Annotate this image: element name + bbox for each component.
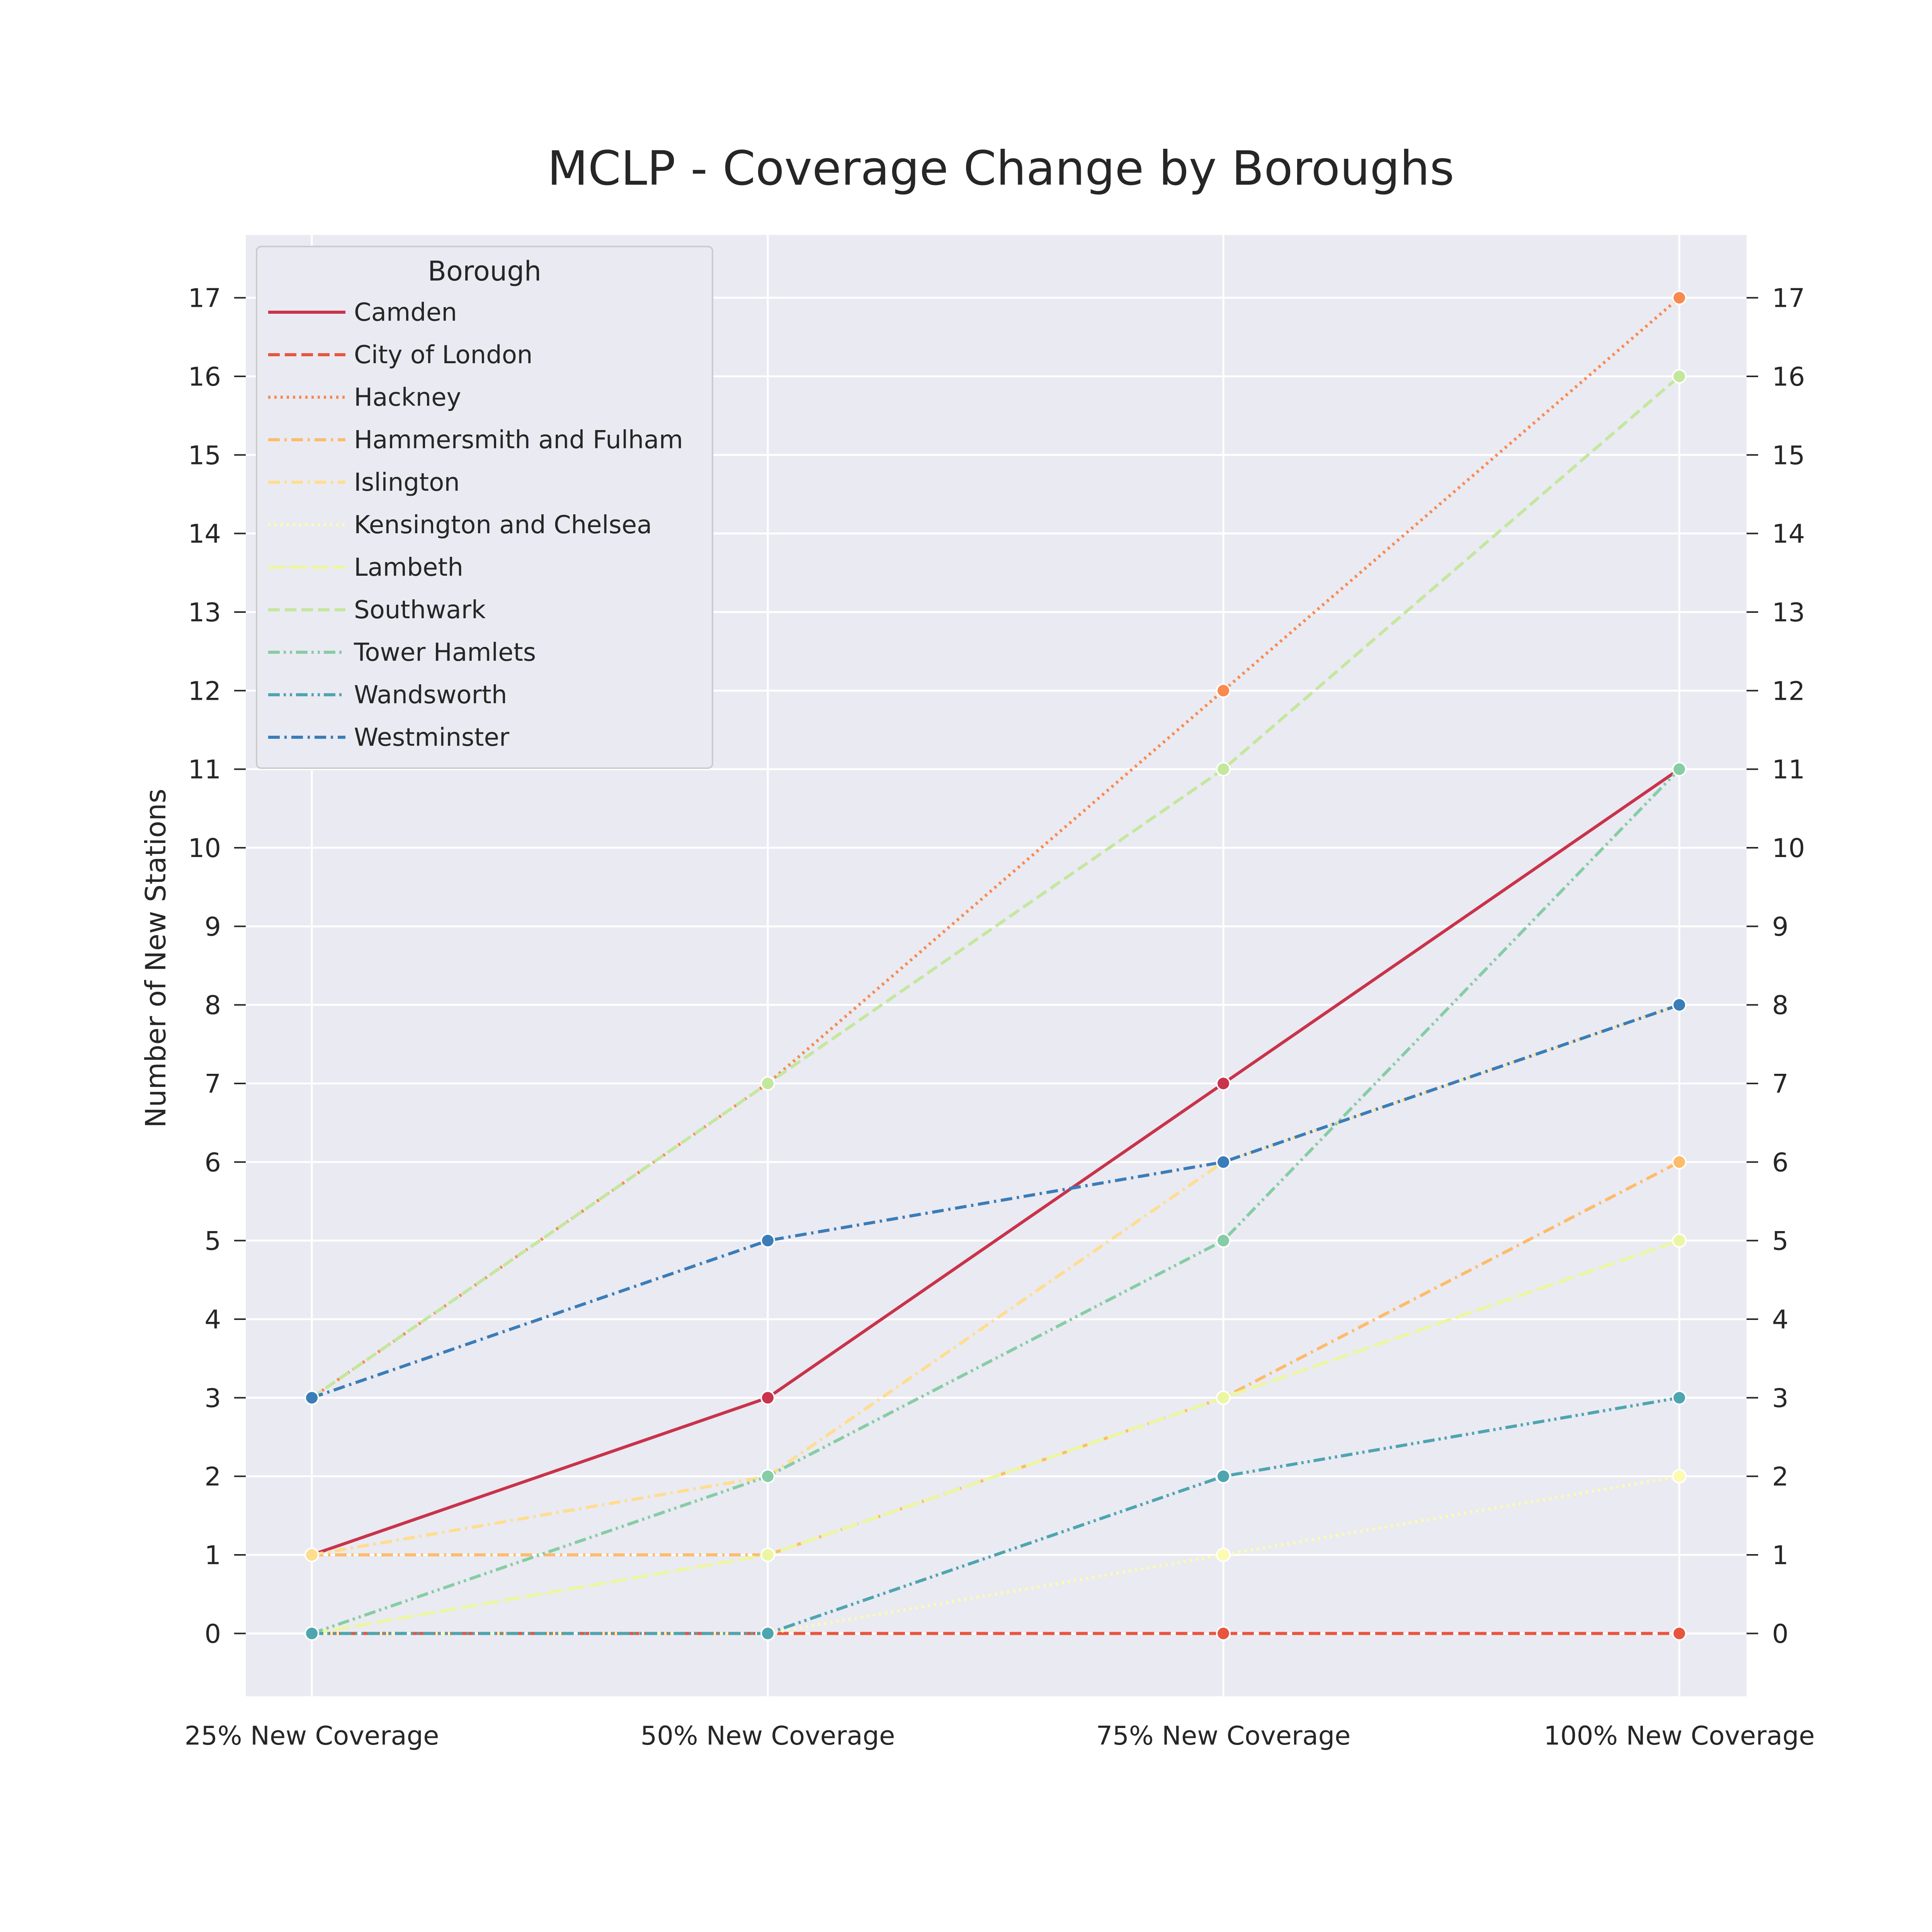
- y-tick-label-right-8: 8: [1772, 990, 1789, 1020]
- series-line-5: [312, 1475, 1680, 1635]
- legend-label-5: Kensington and Chelsea: [354, 511, 652, 539]
- marker-10-0: [304, 1390, 319, 1405]
- y-tick-label-right-6: 6: [1772, 1147, 1789, 1177]
- y-tick-label-left-10: 10: [188, 833, 221, 863]
- legend-title: Borough: [428, 255, 541, 287]
- series-markers: [304, 290, 1687, 1641]
- y-tick-label-right-2: 2: [1772, 1462, 1789, 1492]
- marker-6-2: [1216, 1390, 1231, 1405]
- marker-8-2: [1216, 1233, 1231, 1248]
- marker-9-3: [1672, 1390, 1687, 1405]
- series-line-6: [311, 1239, 1680, 1635]
- y-tick-label-right-17: 17: [1772, 283, 1805, 313]
- marker-7-3: [1672, 369, 1687, 384]
- marker-7-1: [760, 1076, 775, 1091]
- legend-label-7: Southwark: [354, 596, 486, 624]
- y-tick-label-left-17: 17: [188, 283, 221, 313]
- legend-label-10: Westminster: [354, 723, 510, 752]
- marker-0-2: [1216, 1076, 1231, 1091]
- legend-label-2: Hackney: [354, 383, 461, 412]
- marker-9-0: [304, 1626, 319, 1641]
- y-tick-label-left-8: 8: [204, 990, 221, 1020]
- marker-7-2: [1216, 762, 1231, 777]
- y-tick-label-right-0: 0: [1772, 1619, 1789, 1649]
- marker-5-3: [1672, 1469, 1687, 1484]
- y-tick-label-right-9: 9: [1772, 912, 1789, 942]
- y-tick-label-right-12: 12: [1772, 676, 1805, 706]
- legend-label-0: Camden: [354, 298, 457, 327]
- y-tick-label-left-0: 0: [204, 1619, 221, 1649]
- marker-10-2: [1216, 1155, 1231, 1170]
- marker-3-3: [1672, 1155, 1687, 1170]
- y-tick-label-right-15: 15: [1772, 440, 1805, 470]
- y-axis-label: Number of New Stations: [139, 789, 172, 1128]
- chart-title: MCLP - Coverage Change by Boroughs: [547, 141, 1454, 196]
- series-line-0: [311, 768, 1680, 1556]
- y-tick-label-left-11: 11: [188, 755, 221, 785]
- x-tick-label-1: 50% New Coverage: [641, 1721, 895, 1751]
- y-tick-label-right-16: 16: [1772, 362, 1805, 392]
- x-tick-label-2: 75% New Coverage: [1096, 1721, 1351, 1751]
- legend-box: [256, 246, 713, 769]
- marker-6-1: [760, 1548, 775, 1562]
- legend-label-3: Hammersmith and Fulham: [354, 426, 683, 454]
- x-tick-label-3: 100% New Coverage: [1544, 1721, 1815, 1751]
- y-tick-label-right-1: 1: [1772, 1540, 1789, 1570]
- series-line-2: [311, 296, 1680, 1399]
- series-line-9: [312, 1396, 1680, 1635]
- legend-label-9: Wandsworth: [354, 681, 507, 709]
- marker-1-2: [1216, 1626, 1231, 1641]
- y-tick-label-left-16: 16: [188, 362, 221, 392]
- marker-1-3: [1672, 1626, 1687, 1641]
- series-line-7: [311, 375, 1680, 1399]
- marker-8-3: [1672, 762, 1687, 777]
- marker-2-2: [1216, 683, 1231, 698]
- marker-6-3: [1672, 1233, 1687, 1248]
- y-tick-label-right-14: 14: [1772, 519, 1805, 549]
- y-tick-label-left-13: 13: [188, 597, 221, 628]
- y-tick-label-right-13: 13: [1772, 597, 1805, 628]
- y-tick-label-left-4: 4: [204, 1304, 221, 1335]
- legend: Borough Camden City of London Hackney Hammer…: [256, 246, 713, 769]
- y-tick-label-left-9: 9: [204, 912, 221, 942]
- y-tick-label-right-5: 5: [1772, 1226, 1789, 1256]
- marker-8-1: [760, 1469, 775, 1484]
- y-tick-label-right-10: 10: [1772, 833, 1805, 863]
- y-tick-label-left-12: 12: [188, 676, 221, 706]
- y-tick-label-left-3: 3: [204, 1383, 221, 1413]
- legend-label-4: Islington: [354, 468, 460, 497]
- y-tick-label-left-15: 15: [188, 440, 221, 470]
- y-tick-label-left-7: 7: [204, 1069, 221, 1099]
- legend-label-6: Lambeth: [354, 553, 463, 582]
- marker-10-1: [760, 1233, 775, 1248]
- marker-2-3: [1672, 290, 1687, 305]
- y-tick-label-left-5: 5: [204, 1226, 221, 1256]
- y-tick-label-right-11: 11: [1772, 755, 1805, 785]
- marker-5-2: [1216, 1548, 1231, 1562]
- series-line-8: [311, 768, 1680, 1635]
- series-lines: [311, 296, 1680, 1635]
- y-tick-label-left-1: 1: [204, 1540, 221, 1570]
- x-axis: 25% New Coverage 50% New Coverage 75% New …: [185, 1721, 1815, 1751]
- y-tick-label-left-2: 2: [204, 1462, 221, 1492]
- legend-label-8: Tower Hamlets: [354, 638, 536, 667]
- legend-label-1: City of London: [354, 341, 532, 369]
- y-tick-label-right-7: 7: [1772, 1069, 1789, 1099]
- series-line-10: [311, 1003, 1680, 1400]
- y-tick-label-left-14: 14: [188, 519, 221, 549]
- x-tick-label-0: 25% New Coverage: [185, 1721, 439, 1751]
- marker-4-0: [304, 1548, 319, 1562]
- marker-9-2: [1216, 1469, 1231, 1484]
- y-tick-label-right-3: 3: [1772, 1383, 1789, 1413]
- marker-9-1: [760, 1626, 775, 1641]
- y-tick-label-left-6: 6: [204, 1147, 221, 1177]
- y-tick-label-right-4: 4: [1772, 1304, 1789, 1335]
- marker-10-3: [1672, 997, 1687, 1012]
- marker-0-1: [760, 1390, 775, 1405]
